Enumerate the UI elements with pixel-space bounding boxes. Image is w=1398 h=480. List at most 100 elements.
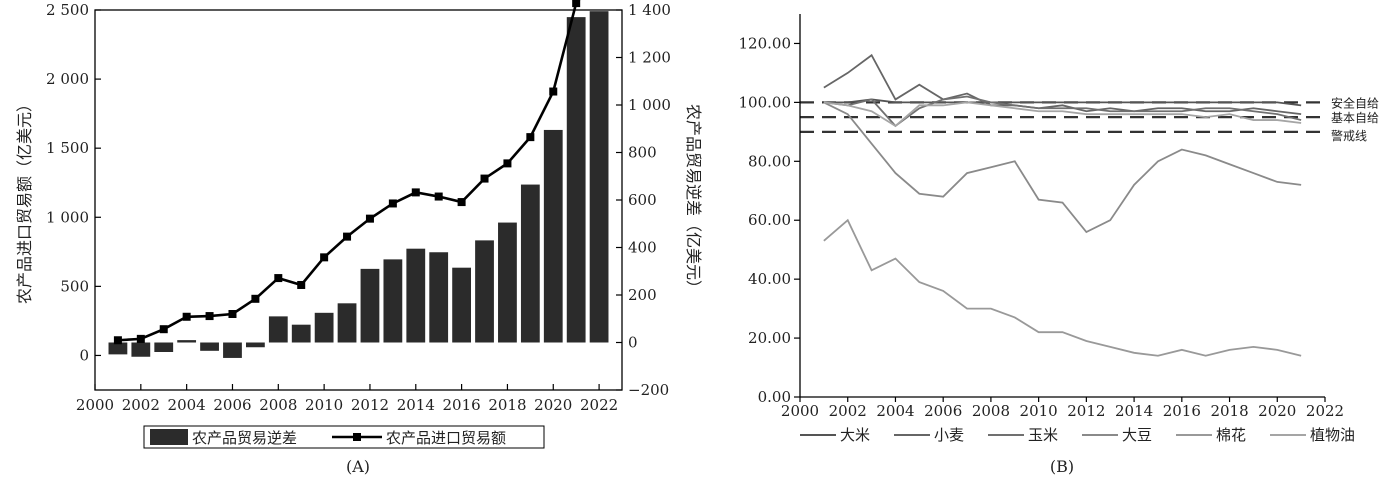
b-legend: 大米 小麦 玉米 大豆 棉花 植物油 (800, 426, 1355, 444)
b-legend-label-3: 大豆 (1122, 426, 1152, 444)
a-line-point-2011 (343, 232, 352, 241)
a-bar-2017 (475, 240, 494, 343)
b-x-tick-label: 2020 (1258, 402, 1296, 420)
a-right-tick-label: 1 000 (628, 96, 671, 114)
a-bar-2005 (200, 342, 219, 351)
a-x-tick-label: 2000 (76, 396, 114, 414)
a-line-point-2002 (136, 334, 145, 343)
a-plot-frame (94, 9, 623, 391)
b-x-tick-label: 2022 (1306, 402, 1344, 420)
a-x-tick-label: 2012 (351, 396, 389, 414)
a-bar-2009 (291, 324, 311, 343)
b-y-axis-ticks: 0.00 20.00 40.00 60.00 80.00 100.00 120.00 (739, 34, 800, 406)
a-legend: 农产品贸易逆差 农产品进口贸易额 (143, 425, 545, 449)
b-reference-label: 安全自给 (1331, 95, 1379, 110)
b-x-tick-label: 2006 (924, 402, 962, 420)
a-x-tick-label: 2008 (259, 396, 297, 414)
a-bar-2019 (520, 184, 540, 343)
b-x-tick-label: 2004 (876, 402, 914, 420)
b-reference-label: 警戒线 (1331, 128, 1367, 143)
a-line-point-2010 (320, 253, 329, 262)
a-legend-line-label: 农产品进口贸易额 (386, 429, 506, 447)
b-series-line-0 (823, 98, 1302, 107)
a-bar-2008 (268, 316, 288, 343)
a-bar-2010 (314, 312, 334, 343)
a-line-point-2015 (434, 192, 443, 201)
b-x-tick-label: 2002 (829, 402, 867, 420)
a-left-tick-label: 2 500 (46, 1, 89, 19)
a-line-point-2004 (182, 312, 191, 321)
b-x-tick-label: 2008 (972, 402, 1010, 420)
a-bar-2022 (589, 11, 609, 343)
a-line-point-2001 (113, 336, 122, 345)
b-y-tick-label: 100.00 (739, 93, 792, 111)
a-bar-2002 (131, 342, 151, 357)
b-series-line-5 (823, 101, 1302, 128)
b-legend-label-4: 棉花 (1216, 426, 1246, 444)
a-x-tick-label: 2002 (122, 396, 160, 414)
a-x-tick-label: 2010 (305, 396, 343, 414)
a-x-tick-label: 2004 (168, 396, 206, 414)
a-line-point-2016 (457, 198, 466, 207)
a-bar-2006 (223, 342, 242, 358)
a-line-point-2021 (572, 0, 581, 8)
b-series-lines-group (823, 53, 1302, 357)
a-line-point-2017 (480, 174, 489, 183)
a-bar-2014 (406, 248, 426, 343)
b-series-line-1 (823, 53, 1302, 116)
b-legend-label-0: 大米 (840, 426, 870, 444)
a-right-tick-label: −200 (628, 381, 669, 399)
a-right-axis-label: 农产品贸易逆差（亿美元） (684, 104, 703, 296)
b-y-tick-label: 40.00 (748, 270, 791, 288)
a-line-point-2006 (228, 310, 237, 318)
a-bar-2004 (177, 340, 197, 343)
a-bar-2012 (360, 268, 380, 343)
a-left-tick-label: 0 (79, 346, 89, 364)
a-left-axis-ticks: 0 500 1 000 1 500 2 000 2 500 (46, 1, 101, 364)
a-line-group (113, 0, 581, 345)
a-x-tick-label: 2020 (534, 396, 572, 414)
a-line-point-2003 (159, 325, 168, 334)
a-bar-2016 (452, 267, 472, 343)
a-import-line (117, 0, 581, 342)
a-bar-2011 (337, 303, 357, 343)
b-x-tick-label: 2018 (1210, 402, 1248, 420)
a-right-axis-ticks: −200 0 200 400 600 800 1 000 1 200 1 400 (616, 1, 671, 399)
a-x-axis-ticks: 2000 2002 2004 2006 2008 2010 2012 2014 2016 2018… (76, 384, 618, 414)
a-left-tick-label: 1 000 (46, 208, 89, 226)
a-bar-2001 (108, 342, 128, 355)
a-bar-2013 (383, 259, 403, 343)
a-right-tick-label: 200 (628, 286, 657, 304)
a-x-tick-label: 2006 (213, 396, 251, 414)
b-x-axis-ticks: 2000 2002 2004 2006 2008 2010 2012 2014 2016 2018… (781, 397, 1344, 420)
a-legend-marker-swatch (353, 433, 361, 441)
a-bars-group (108, 11, 609, 358)
a-bar-2007 (245, 342, 265, 348)
b-y-tick-label: 0.00 (758, 388, 791, 406)
a-line-point-2018 (503, 159, 512, 168)
b-reference-label: 基本自给 (1331, 111, 1379, 125)
a-line-point-2008 (274, 274, 283, 283)
b-x-tick-label: 2000 (781, 402, 819, 420)
b-series-line-3 (823, 101, 1302, 234)
a-line-point-2007 (251, 294, 260, 303)
a-line-point-2019 (526, 133, 535, 142)
a-line-point-2020 (549, 87, 558, 96)
a-bar-2020 (543, 129, 563, 343)
a-legend-bar-label: 农产品贸易逆差 (192, 429, 297, 447)
a-left-tick-label: 1 500 (46, 139, 89, 157)
b-y-tick-label: 80.00 (748, 152, 791, 170)
a-right-tick-label: 1 200 (628, 49, 671, 67)
a-bar-2021 (566, 17, 586, 343)
a-bar-2018 (498, 222, 517, 343)
a-line-point-2013 (388, 199, 397, 208)
a-line-point-2005 (205, 312, 214, 321)
a-panel-label: (A) (346, 457, 370, 476)
a-x-tick-label: 2018 (488, 396, 526, 414)
panel-a: 0 500 1 000 1 500 2 000 2 500 −200 0 200 400 600 8… (15, 0, 703, 476)
a-legend-bar-swatch (150, 429, 188, 445)
a-x-tick-label: 2022 (580, 396, 618, 414)
b-legend-label-2: 玉米 (1028, 426, 1058, 444)
b-x-tick-label: 2012 (1067, 402, 1105, 420)
